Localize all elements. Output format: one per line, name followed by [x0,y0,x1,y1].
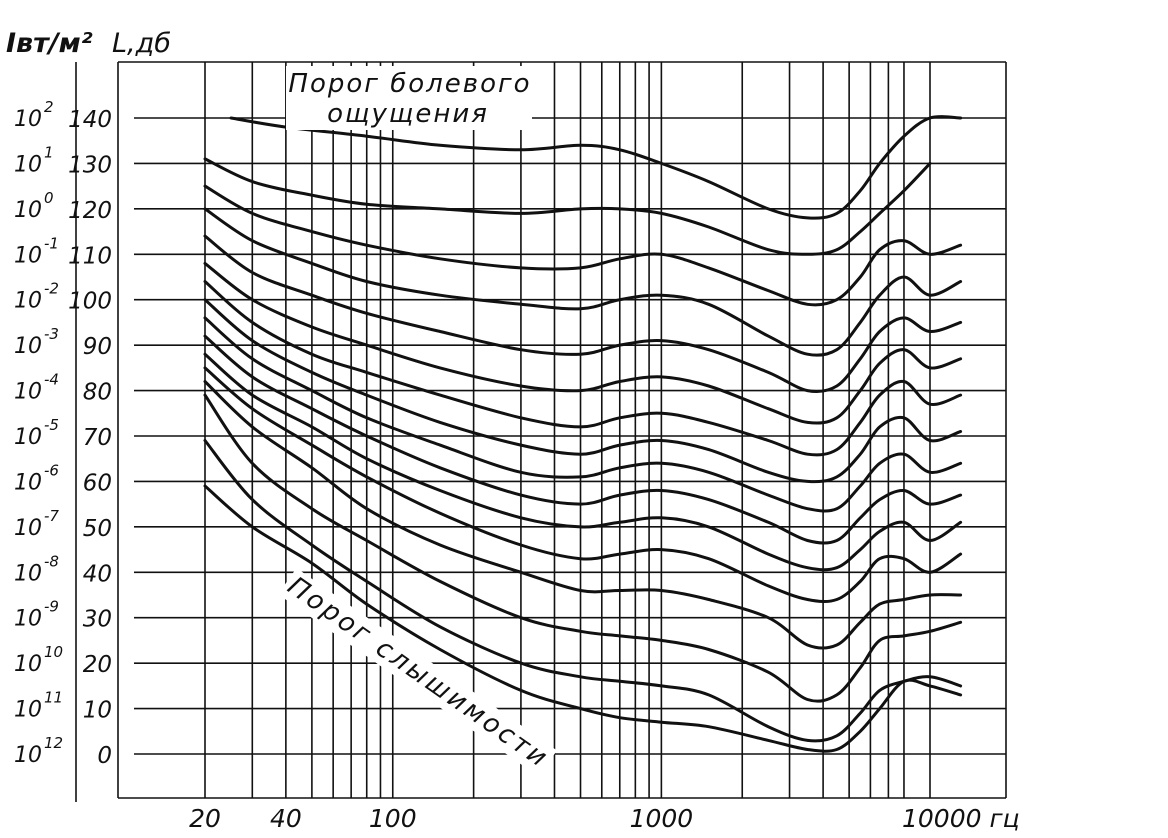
y-tick-label: 60 [83,470,112,496]
y-tick-label: 90 [83,334,112,360]
intensity-exp: 2 [44,98,54,116]
intensity-base: 10 [14,470,42,495]
x-tick-label: 1000 [630,804,694,833]
intensity-tick-label: 10 -1 [14,234,59,268]
y-tick-label: 110 [68,243,112,269]
x-tick-label: 40 [270,804,302,833]
intensity-tick-label: 10 -3 [14,325,59,359]
loudness-curve-8 [203,298,963,484]
intensity-tick-label: 10 -6 [14,461,59,495]
x-tick-label: 100 [369,804,417,833]
intensity-base: 10 [14,743,42,768]
hearing-threshold-label: Порог слышимости [278,568,557,777]
intensity-exp: 10 [44,643,63,661]
intensity-exp: -4 [44,371,59,389]
intensity-exp: -3 [44,325,59,343]
intensity-exp: -7 [44,507,59,525]
y-tick-label: 120 [68,198,112,224]
loudness-curve-6 [203,334,963,545]
hearing-threshold-text: Порог слышимости [282,571,555,774]
y-tick-label: 10 [83,698,112,724]
y-label-intensity: Iвт/м² [6,28,93,59]
pain-threshold-line2: ощущения [327,99,489,129]
intensity-tick-label: 10 1 [14,143,54,177]
intensity-exp: -6 [44,461,59,479]
intensity-base: 10 [14,107,42,132]
y-label-level: L,дб [112,28,171,59]
intensity-tick-label: 10 -9 [14,598,59,632]
intensity-base: 10 [14,289,42,314]
loudness-curve-3 [203,380,963,650]
hearing-threshold-backing [278,568,557,777]
intensity-base: 10 [14,425,42,450]
loudness-curve-7 [203,316,963,513]
intensity-base: 10 [14,516,42,541]
y-tick-label: 20 [83,652,112,678]
loudness-curve-11 [203,234,963,394]
x-tick-label: 20 [189,804,221,833]
loudness-curve-2 [203,393,963,703]
intensity-tick-label: 10 -2 [14,280,59,314]
y-tick-label: 50 [83,516,112,542]
intensity-exp: 1 [44,143,54,161]
intensity-exp: 0 [44,189,54,207]
intensity-base: 10 [14,652,42,677]
loudness-curve-12 [203,207,963,357]
y-tick-label: 0 [97,743,112,769]
loudness-curve-10 [203,261,963,425]
intensity-base: 10 [14,698,42,723]
intensity-tick-label: 10 2 [14,98,54,132]
intensity-base: 10 [14,561,42,586]
loudness-curve-13 [203,184,963,307]
intensity-exp: -5 [44,416,59,434]
y-tick-label: 100 [68,289,112,315]
intensity-base: 10 [14,243,42,268]
pain-threshold-line1: Порог болевого [288,69,531,99]
loudness-curve-4 [203,366,963,604]
loudness-curve-9 [203,280,963,457]
intensity-base: 10 [14,380,42,405]
intensity-tick-label: 10 10 [14,643,63,677]
intensity-tick-label: 10 12 [14,734,63,768]
y-tick-label: 140 [68,107,112,133]
loudness-curve-1 [203,439,963,743]
intensity-exp: -8 [44,552,59,570]
intensity-base: 10 [14,152,42,177]
intensity-tick-label: 10 11 [14,689,63,723]
loudness-curve-0 [203,484,963,753]
intensity-tick-label: 10 -4 [14,371,59,405]
x-tick-label: 10000 гц [902,804,1020,833]
loudness-curve-5 [203,352,963,572]
intensity-exp: -9 [44,598,59,616]
y-tick-label: 40 [83,561,112,587]
loudness-curve-14 [203,157,932,256]
intensity-base: 10 [14,334,42,359]
intensity-base: 10 [14,607,42,632]
axis-labels: Iвт/м² L,дб 0102030405060708090100110120… [6,28,1020,833]
intensity-exp: -1 [44,234,59,252]
loudness-curves [203,115,963,753]
intensity-base: 10 [14,198,42,223]
loudness-curve-15 [229,115,963,220]
intensity-tick-label: 10 0 [14,189,54,223]
y-tick-label: 80 [83,380,112,406]
y-tick-label: 130 [68,152,112,178]
intensity-exp: -2 [44,280,59,298]
grid [75,61,1007,802]
intensity-tick-label: 10 -7 [14,507,59,541]
intensity-exp: 12 [44,734,63,752]
intensity-tick-label: 10 -8 [14,552,59,586]
y-tick-label: 70 [83,425,112,451]
intensity-exp: 11 [44,689,63,707]
intensity-tick-label: 10 -5 [14,416,59,450]
y-tick-label: 30 [83,607,112,633]
pain-threshold-backing [286,66,532,130]
